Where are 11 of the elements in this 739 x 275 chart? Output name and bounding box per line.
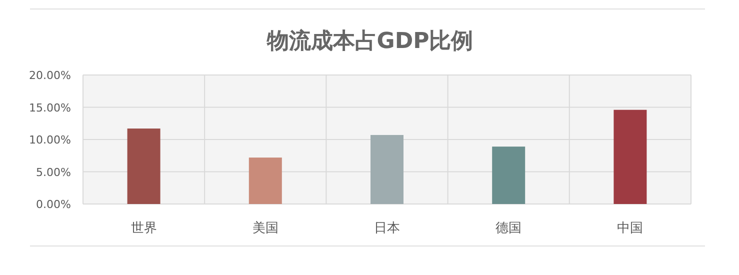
x-tick-label: 德国	[496, 221, 522, 236]
x-tick-label: 美国	[252, 220, 278, 236]
y-tick-label: 10.00%	[29, 134, 71, 146]
chart-title: 物流成本占GDP比例	[266, 28, 474, 54]
y-tick-label: 20.00%	[29, 69, 71, 82]
y-tick-label: 15.00%	[29, 101, 71, 114]
x-tick-label: 世界	[130, 221, 157, 236]
y-tick-label: 0.00%	[36, 198, 71, 211]
x-tick-label: 中国	[617, 221, 644, 236]
x-tick-label: 日本	[374, 221, 400, 236]
y-tick-label: 5.00%	[36, 166, 71, 179]
